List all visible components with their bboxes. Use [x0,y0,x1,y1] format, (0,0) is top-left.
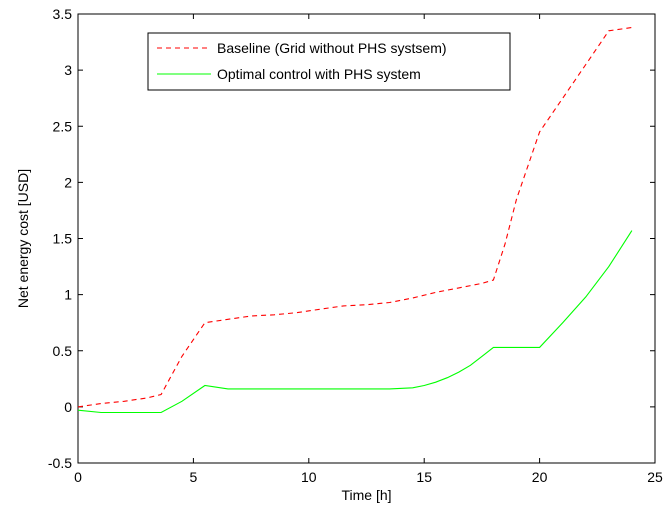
y-tick-label: -0.5 [48,455,72,471]
legend-label-optimal: Optimal control with PHS system [217,66,421,82]
y-tick-label: 1 [64,287,72,303]
y-axis-title: Net energy cost [USD] [15,169,31,308]
x-axis: 0 5 10 15 20 25 [74,14,663,485]
y-tick-label: 2 [64,174,72,190]
y-tick-label: 0 [64,399,72,415]
y-tick-label: 3 [64,62,72,78]
x-axis-title: Time [h] [341,487,391,503]
x-tick-label: 25 [647,469,663,485]
x-tick-label: 10 [301,469,317,485]
series-layer [77,26,633,414]
y-tick-label: 1.5 [53,231,73,247]
x-tick-label: 15 [416,469,432,485]
y-tick-label: 3.5 [53,6,73,22]
x-tick-label: 5 [190,469,198,485]
series-line-optimal [77,230,633,414]
legend-label-baseline: Baseline (Grid without PHS systsem) [217,40,447,56]
y-axis: -0.5 0 0.5 1 1.5 2 2.5 3 3.5 [48,6,655,471]
legend: Baseline (Grid without PHS systsem) Opti… [147,32,511,91]
x-tick-label: 20 [532,469,548,485]
y-tick-label: 0.5 [53,343,73,359]
x-tick-label: 0 [74,469,82,485]
y-tick-label: 2.5 [53,118,73,134]
legend-box [147,32,511,91]
